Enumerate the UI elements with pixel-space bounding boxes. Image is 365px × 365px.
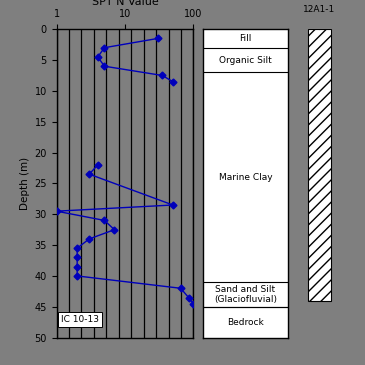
Y-axis label: Depth (m): Depth (m) — [20, 157, 30, 210]
Text: Sand and Silt
(Glaciofluvial): Sand and Silt (Glaciofluvial) — [214, 285, 277, 304]
Text: 12A1-1: 12A1-1 — [303, 5, 335, 14]
Title: SPT N Value: SPT N Value — [92, 0, 158, 7]
Bar — [308, 29, 331, 301]
Text: Fill: Fill — [239, 34, 251, 43]
Text: Marine Clay: Marine Clay — [219, 173, 272, 182]
Text: Bedrock: Bedrock — [227, 318, 264, 327]
Text: Organic Silt: Organic Silt — [219, 55, 272, 65]
Text: IC 10-13: IC 10-13 — [61, 315, 99, 324]
